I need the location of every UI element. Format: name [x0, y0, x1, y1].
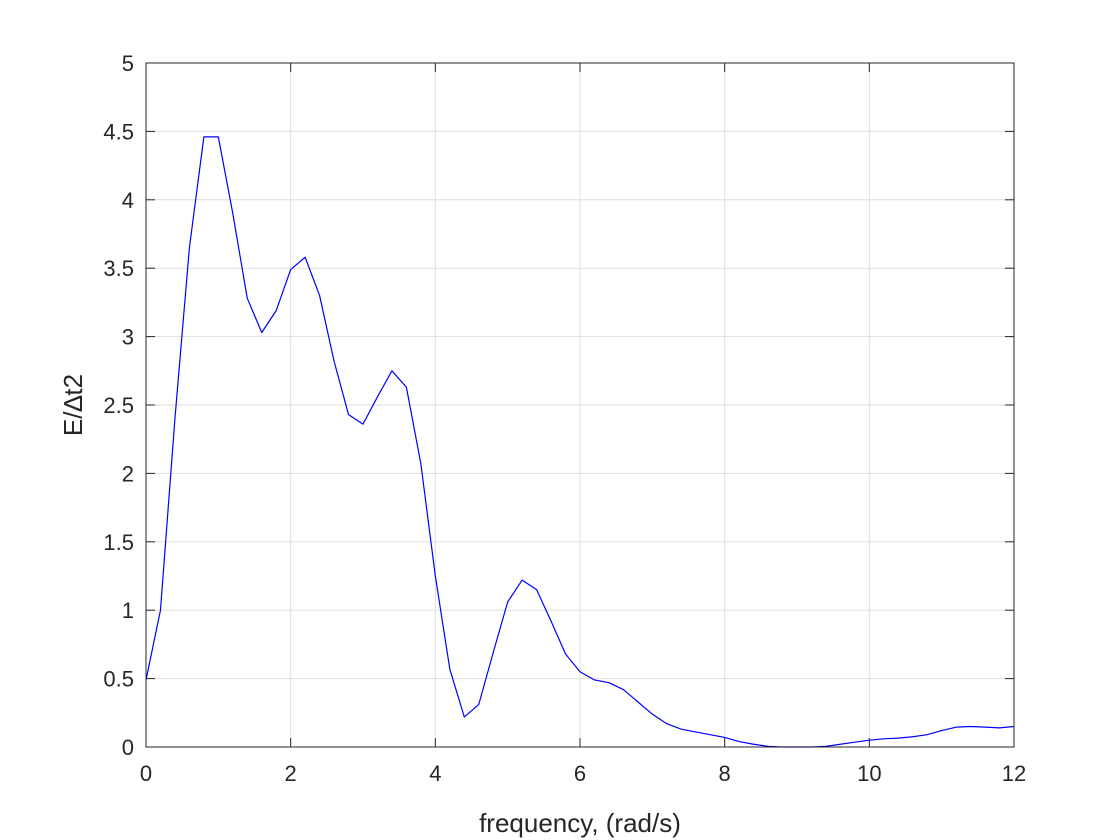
y-tick-label: 3.5 [103, 256, 134, 281]
y-tick-label: 2.5 [103, 393, 134, 418]
y-tick-label: 4 [122, 188, 134, 213]
x-tick-label: 10 [857, 761, 881, 786]
series-group [145, 136, 1015, 748]
x-tick-label: 0 [140, 761, 152, 786]
y-tick-label: 1.5 [103, 530, 134, 555]
y-tick-label: 0 [122, 735, 134, 760]
series-line [145, 136, 1015, 748]
x-axis-label: frequency, (rad/s) [479, 808, 681, 838]
x-tick-label: 4 [429, 761, 441, 786]
y-tick-label: 5 [122, 51, 134, 76]
x-tick-label: 2 [285, 761, 297, 786]
y-tick-label: 3 [122, 325, 134, 350]
tick-labels: 0 2 4 6 8 10 12 0 0.5 1 1.5 2 2.5 3 3.5 4 4.5 5 [103, 51, 1026, 786]
y-tick-label: 1 [122, 598, 134, 623]
x-tick-label: 12 [1002, 761, 1026, 786]
x-tick-label: 6 [574, 761, 586, 786]
x-tick-label: 8 [719, 761, 731, 786]
y-axis-label: E/∆t2 [58, 374, 88, 436]
y-tick-label: 0.5 [103, 667, 134, 692]
y-tick-label: 4.5 [103, 119, 134, 144]
y-tick-label: 2 [122, 461, 134, 486]
plot-frame [145, 62, 1015, 748]
